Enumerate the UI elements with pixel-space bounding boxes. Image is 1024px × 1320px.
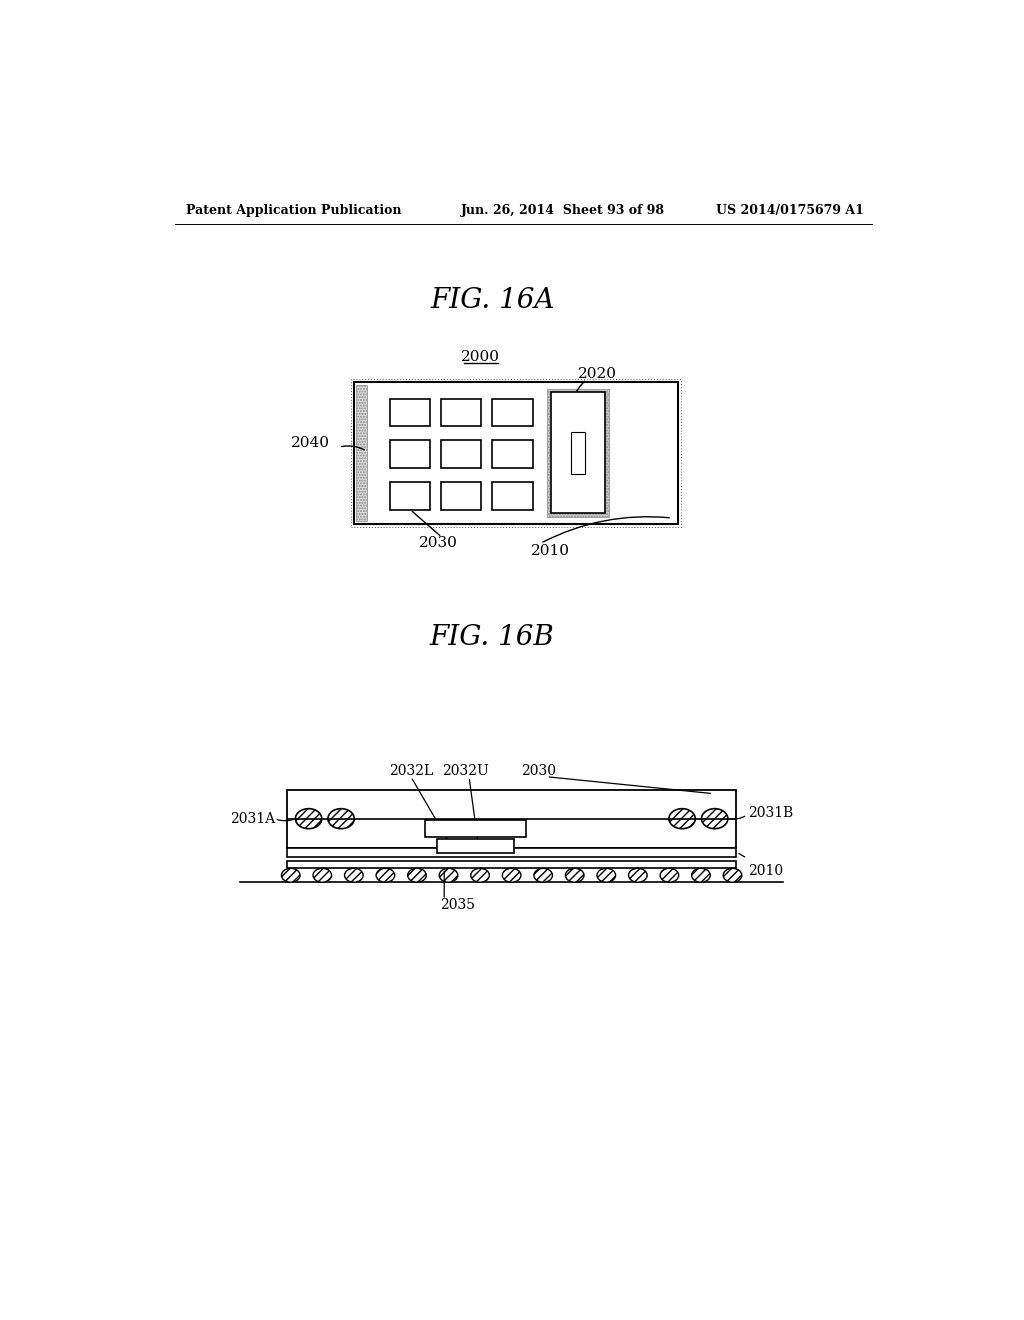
Text: 2010: 2010	[531, 544, 570, 558]
Ellipse shape	[669, 809, 695, 829]
Text: US 2014/0175679 A1: US 2014/0175679 A1	[717, 205, 864, 218]
Ellipse shape	[295, 809, 322, 829]
Ellipse shape	[691, 869, 711, 882]
Bar	[441, 441, 481, 469]
Ellipse shape	[565, 869, 584, 882]
Ellipse shape	[439, 869, 458, 882]
Text: FIG. 16B: FIG. 16B	[430, 624, 555, 651]
Ellipse shape	[629, 869, 647, 882]
Text: Patent Application Publication: Patent Application Publication	[186, 205, 401, 218]
Ellipse shape	[282, 869, 300, 882]
Bar	[390, 441, 430, 469]
Bar	[390, 482, 430, 510]
Bar	[390, 399, 430, 426]
Ellipse shape	[344, 869, 364, 882]
Ellipse shape	[313, 869, 332, 882]
Ellipse shape	[701, 809, 728, 829]
Ellipse shape	[503, 869, 521, 882]
Ellipse shape	[328, 809, 354, 829]
Ellipse shape	[471, 869, 489, 882]
Text: 2031B: 2031B	[748, 805, 794, 820]
Text: 2030: 2030	[419, 536, 458, 550]
Bar	[571, 432, 586, 474]
Bar	[287, 861, 736, 869]
Bar	[351, 379, 681, 527]
Text: 2000: 2000	[461, 350, 500, 364]
Text: 2031A: 2031A	[230, 812, 275, 826]
Bar	[551, 392, 605, 513]
Bar	[354, 381, 678, 524]
Bar	[493, 482, 532, 510]
Text: 2035: 2035	[440, 899, 475, 912]
Bar	[356, 385, 367, 521]
Text: 2040: 2040	[291, 437, 330, 450]
Text: 2030: 2030	[521, 763, 556, 777]
Bar	[287, 847, 736, 857]
Text: 2010: 2010	[748, 863, 783, 878]
Text: 2020: 2020	[578, 367, 616, 381]
Bar	[287, 789, 736, 847]
Bar	[547, 388, 609, 517]
Text: FIG. 16A: FIG. 16A	[430, 288, 554, 314]
Ellipse shape	[723, 869, 741, 882]
Bar	[425, 820, 526, 837]
Text: Jun. 26, 2014  Sheet 93 of 98: Jun. 26, 2014 Sheet 93 of 98	[461, 205, 666, 218]
Bar	[493, 441, 532, 469]
Bar	[493, 399, 532, 426]
Bar	[441, 399, 481, 426]
Bar	[441, 482, 481, 510]
Ellipse shape	[408, 869, 426, 882]
Ellipse shape	[660, 869, 679, 882]
Ellipse shape	[376, 869, 394, 882]
Ellipse shape	[534, 869, 553, 882]
Bar	[437, 840, 514, 853]
Text: 2032U: 2032U	[441, 763, 488, 777]
Text: 2032L: 2032L	[389, 763, 433, 777]
Ellipse shape	[597, 869, 615, 882]
